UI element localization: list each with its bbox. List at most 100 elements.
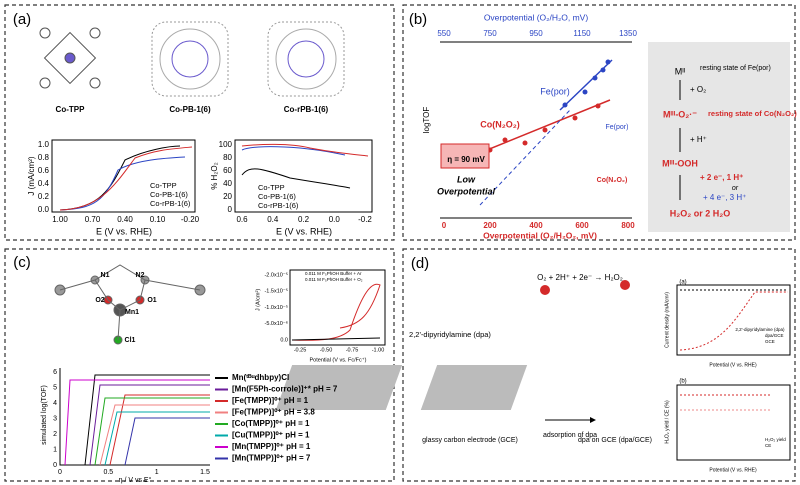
tick-label: 1350	[619, 29, 637, 38]
label: dpa on GCE (dpa/GCE)	[578, 437, 652, 444]
label: adsorption of dpa	[543, 432, 597, 439]
axes-frame	[51, 139, 196, 213]
curve	[59, 146, 193, 211]
label: Current density (mA/cm²)	[664, 292, 670, 348]
label: % H₂O₂	[210, 162, 219, 190]
legend-entry: H₂O₂ yield	[765, 437, 786, 442]
electrode	[420, 365, 528, 410]
tick-label: 0.70	[85, 215, 101, 224]
label: O1	[147, 297, 156, 304]
tick-label: -1.00	[372, 347, 385, 353]
tick-label: 80	[223, 153, 232, 162]
label: 2,2'-dipyridylamine (dpa)	[409, 330, 491, 339]
points	[562, 59, 611, 108]
tick-label: 2	[53, 431, 57, 438]
tick-label: -0.20	[181, 215, 200, 224]
tick-label: -0.75	[346, 347, 359, 353]
curves	[64, 374, 210, 466]
label: + 2 e⁻, 1 H⁺	[700, 173, 743, 182]
axes-frame	[59, 368, 210, 466]
curve	[679, 291, 788, 351]
tick-label: -0.2	[358, 215, 372, 224]
tick-label: 0.2	[38, 192, 50, 201]
axes-frame	[234, 139, 373, 213]
tick-label: 0.2	[298, 215, 310, 224]
scheme-bg	[648, 42, 790, 232]
label: (b)	[679, 379, 686, 385]
tick-label: 0.6	[236, 215, 248, 224]
label: or	[732, 185, 739, 192]
curve	[241, 168, 351, 189]
legend-entry: 0.011 M F₅PhOH Buffer + Ar	[305, 271, 362, 276]
tick-label: 3	[53, 415, 57, 422]
panel-label: (c)	[13, 254, 31, 271]
tick-label: 0.40	[117, 215, 133, 224]
label: Co-TPP	[56, 105, 86, 114]
curve	[291, 337, 381, 341]
legend-entry: [Mn(F5Ph-corrole)]⁺* pH = 7	[232, 385, 338, 394]
panel-label: (a)	[13, 11, 31, 28]
label: glassy carbon electrode (GCE)	[422, 437, 518, 444]
legend-entry: Co-PB-1(6)	[258, 192, 296, 201]
axis-line	[440, 41, 632, 219]
tick-label: 1	[53, 446, 57, 453]
tick-label: 1.5	[200, 469, 210, 476]
tick-label: 1.00	[52, 215, 68, 224]
label: Co(N₂O₂)	[597, 177, 628, 184]
legend-entry: Co-rPB-1(6)	[150, 199, 191, 208]
tick-label: 950	[529, 29, 543, 38]
tick-label: 0.4	[267, 215, 279, 224]
legend-entry: Co-TPP	[258, 183, 285, 192]
label: Mᴵᴵ	[675, 66, 686, 76]
label: Potential (V vs. RHE)	[709, 467, 757, 473]
label: η = 90 mV	[447, 155, 485, 164]
highlight	[440, 143, 490, 169]
tick-label: 0.5	[103, 469, 113, 476]
tick-label: 5	[53, 384, 57, 391]
label: Fe(por)	[540, 86, 570, 96]
label: + 4 e⁻, 3 H⁺	[703, 193, 746, 202]
label: Mn1	[125, 309, 139, 316]
o2-molecule	[540, 285, 550, 295]
h2o2-molecule	[620, 280, 630, 290]
label: O2	[95, 297, 104, 304]
panel-label: (d)	[411, 255, 429, 272]
panel-d-frame	[402, 248, 796, 482]
panel-label: (b)	[409, 11, 427, 28]
tick-label: -1.5x10⁻⁵	[264, 288, 288, 295]
legend-entry: Mn(ᵗᴮᵘdhbpy)Cl	[232, 373, 289, 382]
panel-b-frame	[402, 4, 796, 241]
axes-frame	[289, 269, 386, 346]
label: Co-rPB-1(6)	[284, 105, 329, 114]
tick-label: 0.0	[280, 337, 288, 343]
curve	[291, 283, 381, 341]
legend-entry: [Mn(TMPP)]⁰⁺ pH = 7	[232, 454, 311, 463]
label: E (V vs. RHE)	[96, 226, 152, 236]
curve	[59, 156, 186, 211]
tick-label: -1.0x10⁻⁵	[264, 304, 288, 311]
crystal-structure	[54, 264, 206, 345]
legend-entry: [Co(TMPP)]⁰⁺ pH = 1	[232, 419, 310, 428]
tick-label: 0.0	[38, 205, 50, 214]
tick-label: 550	[437, 29, 451, 38]
structure-drawings	[39, 21, 345, 97]
tick-label: 0	[53, 462, 57, 469]
tick-label: 0	[58, 469, 62, 476]
tick-label: 0.0	[329, 215, 341, 224]
legend-entry: Co-rPB-1(6)	[258, 201, 299, 210]
tick-label: 100	[219, 140, 233, 149]
axes-frame	[676, 384, 791, 461]
curve	[241, 146, 346, 156]
label: E (V vs. RHE)	[276, 226, 332, 236]
tick-label: 0	[228, 205, 233, 214]
tick-label: 200	[483, 221, 497, 230]
tick-label: 0	[442, 221, 447, 230]
label: Fe(por)	[606, 124, 629, 131]
legend-entry: Co-PB-1(6)	[150, 190, 188, 199]
legend-entry: dpa/GCE	[765, 333, 784, 338]
label: N2	[136, 272, 145, 279]
label: Co-PB-1(6)	[169, 105, 211, 114]
label: O₂ + 2H⁺ + 2e⁻ → H₂O₂	[537, 273, 623, 282]
